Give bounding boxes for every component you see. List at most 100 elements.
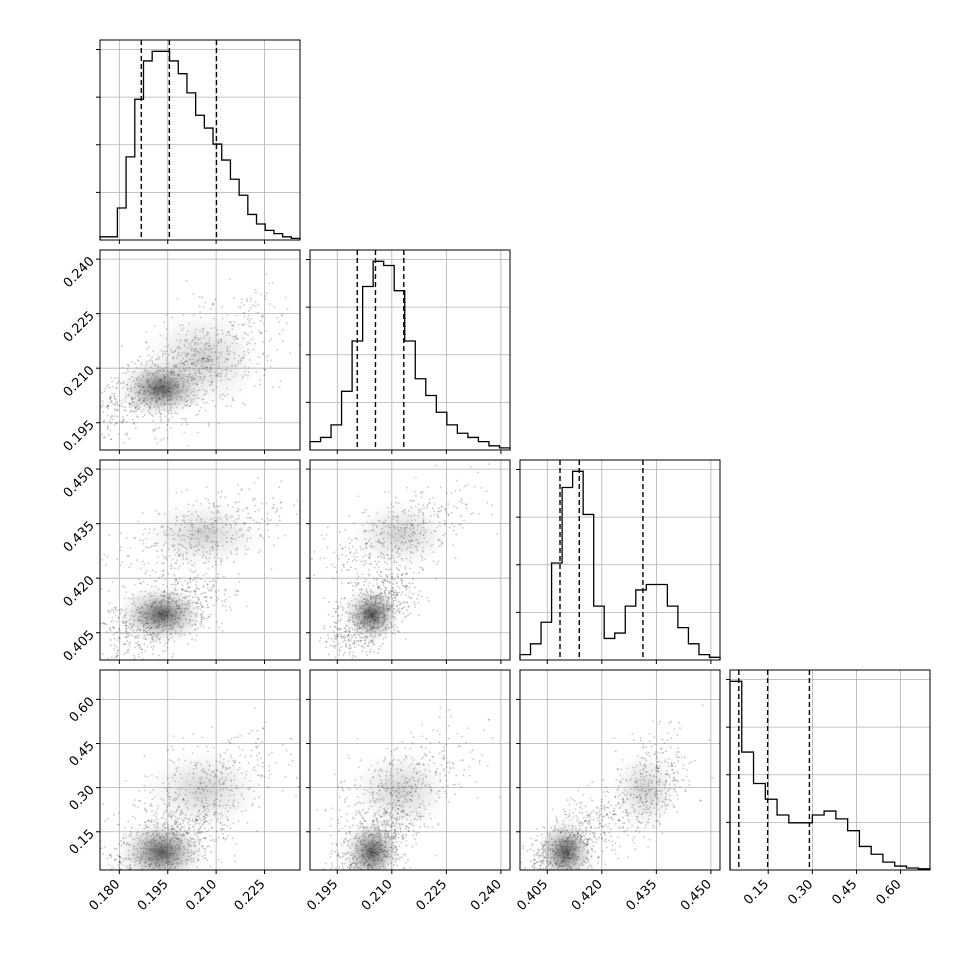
scatter-point: [204, 591, 207, 594]
scatter-point: [111, 393, 113, 395]
scatter-point: [353, 555, 356, 558]
scatter-point: [268, 776, 270, 779]
scatter-point: [460, 497, 463, 500]
scatter-point: [338, 666, 340, 668]
scatter-point: [344, 630, 347, 633]
scatter-point: [204, 580, 207, 583]
scatter-point: [394, 589, 397, 591]
scatter-point: [123, 909, 125, 911]
scatter-point: [151, 653, 154, 655]
scatter-point: [247, 488, 250, 490]
scatter-point: [99, 873, 101, 875]
scatter-point: [260, 315, 263, 318]
scatter-point: [272, 507, 275, 509]
scatter-point: [189, 577, 192, 580]
scatter-point: [323, 538, 326, 541]
histogram-panel-0: [99, 39, 301, 241]
scatter-point: [103, 390, 106, 393]
scatter-point: [146, 583, 149, 586]
scatter-point: [339, 502, 341, 504]
scatter-point: [338, 557, 340, 560]
scatter-point: [206, 583, 209, 586]
scatter-point: [269, 303, 271, 305]
scatter-point: [228, 741, 231, 744]
scatter-point: [405, 572, 408, 575]
scatter-point: [101, 400, 104, 403]
scatter-point: [368, 582, 371, 584]
scatter-point: [270, 337, 273, 340]
scatter-point: [340, 581, 343, 584]
scatter-point: [376, 571, 379, 573]
scatter-point: [412, 571, 415, 574]
scatter-point: [102, 410, 105, 413]
scatter-point: [120, 421, 123, 424]
scatter-point: [107, 434, 110, 437]
scatter-point: [257, 509, 260, 511]
scatter-point: [447, 503, 450, 505]
scatter-point: [96, 404, 98, 406]
scatter-point: [115, 421, 118, 424]
scatter-point: [324, 640, 327, 643]
scatter-point: [391, 573, 394, 575]
scatter-point: [382, 584, 385, 587]
scatter-point: [165, 313, 168, 316]
scatter-0-1: [93, 250, 300, 450]
scatter-point: [217, 491, 220, 494]
scatter-point: [237, 484, 239, 487]
scatter-point: [202, 586, 205, 589]
scatter-point: [86, 921, 88, 923]
scatter-point: [55, 929, 57, 931]
scatter-point: [272, 497, 274, 500]
scatter-point: [396, 576, 399, 579]
scatter-point: [109, 853, 112, 856]
scatter-point: [155, 509, 158, 512]
scatter-point: [409, 612, 412, 615]
scatter-point: [163, 562, 165, 565]
scatter-point: [343, 566, 345, 568]
scatter-point: [262, 322, 265, 325]
scatter-point: [175, 578, 178, 581]
scatter-point: [143, 754, 146, 757]
scatter-point: [116, 401, 119, 404]
scatter-point: [421, 568, 424, 571]
scatter-point: [111, 616, 114, 619]
scatter-point: [148, 870, 150, 872]
scatter-point: [293, 504, 296, 506]
scatter-point: [195, 587, 198, 590]
histogram-0: [99, 50, 301, 240]
scatter-point: [336, 634, 339, 637]
scatter-point: [106, 385, 109, 388]
scatter-point: [307, 547, 309, 549]
scatter-point: [93, 404, 95, 406]
scatter-point: [383, 579, 386, 582]
scatter-point: [74, 629, 76, 631]
scatter-point: [262, 727, 264, 730]
scatter-point: [403, 602, 405, 604]
scatter-point: [363, 564, 366, 566]
scatter-point: [197, 574, 199, 576]
scatter-point: [139, 582, 142, 585]
scatter-point: [116, 823, 119, 826]
scatter-point: [160, 420, 163, 422]
scatter-point: [256, 729, 259, 732]
scatter-point: [112, 867, 115, 869]
scatter-point: [137, 359, 140, 362]
scatter-point: [427, 486, 430, 488]
scatter-point: [296, 499, 299, 502]
scatter-point: [227, 834, 230, 837]
scatter-point: [119, 404, 121, 407]
scatter-point: [349, 644, 352, 647]
scatter-point: [114, 415, 116, 417]
scatter-point: [327, 637, 330, 640]
scatter-point: [346, 635, 349, 638]
scatter-point: [465, 503, 468, 506]
scatter-point: [250, 297, 253, 300]
scatter-point: [280, 480, 283, 483]
scatter-point: [278, 486, 281, 489]
scatter-point: [149, 872, 151, 874]
scatter-point: [412, 578, 414, 581]
scatter-point: [128, 437, 131, 440]
scatter-point: [238, 500, 241, 503]
scatter-point: [366, 654, 369, 656]
scatter-point: [124, 873, 126, 875]
